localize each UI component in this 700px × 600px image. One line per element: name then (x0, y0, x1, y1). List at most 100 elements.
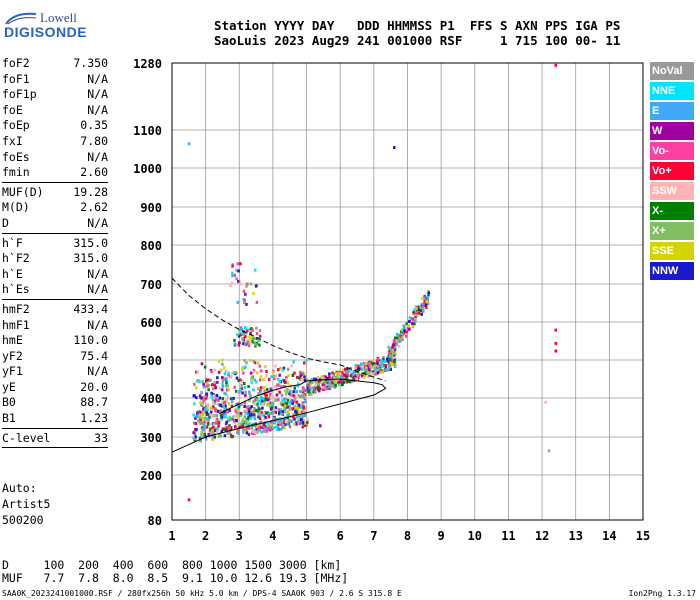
echo-point (244, 365, 247, 369)
echo-point (279, 401, 283, 405)
echo-point (300, 418, 303, 422)
echo-point (193, 432, 197, 435)
echo-point (297, 382, 300, 386)
echo-point (328, 375, 331, 379)
echo-point (261, 406, 264, 410)
echo-point (235, 277, 238, 281)
echo-point (241, 379, 244, 383)
echo-point (300, 410, 304, 414)
echo-point (381, 369, 384, 373)
echo-point (240, 383, 243, 387)
echo-point (204, 396, 208, 400)
param-separator (2, 427, 108, 429)
param-row-fxi: fxI 7.80 (2, 134, 108, 150)
echo-point (211, 428, 215, 432)
echo-point (290, 364, 293, 368)
echo-point (355, 377, 359, 381)
x-tick-label: 6 (337, 529, 344, 543)
echo-point (277, 398, 280, 402)
echo-point (270, 427, 273, 431)
echo-point (329, 385, 332, 389)
echo-point (420, 303, 423, 306)
echo-point (221, 379, 225, 383)
echo-point (296, 384, 300, 388)
echo-point (195, 396, 198, 400)
echo-point (324, 375, 328, 379)
echo-point (387, 366, 391, 370)
muf-distance-row: D 100 200 400 600 800 1000 1500 3000 [km… (2, 558, 342, 572)
echo-point (214, 386, 217, 390)
echo-point (214, 401, 217, 405)
echo-point (386, 357, 389, 361)
echo-point (415, 312, 419, 316)
echo-point (324, 379, 328, 383)
echo-point (288, 407, 291, 411)
echo-point (398, 336, 401, 340)
echo-point (293, 417, 296, 421)
echo-point (269, 411, 273, 415)
echo-point (356, 372, 360, 376)
x-tick-label: 10 (468, 529, 482, 543)
echo-point (262, 378, 265, 382)
echo-point (242, 371, 245, 375)
echo-point (242, 420, 245, 424)
y-tick-label: 1100 (133, 124, 162, 138)
param-separator (2, 447, 108, 449)
echo-point (380, 370, 383, 374)
echo-point (387, 363, 391, 367)
echo-point (245, 411, 248, 415)
echo-point (220, 430, 223, 434)
echo-point (338, 383, 341, 387)
echo-point (199, 438, 202, 442)
echo-point (270, 423, 273, 427)
echo-point (213, 381, 216, 385)
echo-point (268, 426, 271, 430)
echo-point (322, 386, 325, 390)
echo-point (290, 393, 293, 397)
echo-point (375, 359, 379, 363)
echo-point (282, 379, 286, 383)
param-row-b1: B1 1.23 (2, 411, 108, 427)
echo-point (389, 362, 393, 366)
echo-point (239, 388, 242, 392)
echo-point (242, 338, 245, 342)
echo-point (393, 360, 396, 364)
echo-point (261, 399, 264, 403)
echo-point (236, 390, 240, 394)
echo-point (257, 392, 260, 396)
echo-point (278, 410, 281, 414)
echo-point (253, 402, 257, 406)
echo-point (258, 399, 261, 403)
echo-point (209, 378, 212, 382)
param-value: 315.0 (73, 235, 108, 250)
echo-point (226, 410, 229, 414)
echo-point (274, 376, 278, 380)
echo-point (300, 378, 304, 382)
echo-point (269, 404, 273, 408)
echo-point (258, 378, 262, 382)
echo-point (258, 343, 261, 347)
x-tick-label: 12 (535, 529, 549, 543)
echo-point (214, 397, 218, 401)
echo-point (197, 410, 200, 413)
echo-point (195, 379, 199, 383)
echo-point (239, 326, 243, 330)
echo-point (237, 279, 240, 283)
echo-point (224, 392, 228, 396)
param-row-hme: hmE 110.0 (2, 333, 108, 349)
echo-point (286, 390, 289, 394)
param-row-foes: foEs N/A (2, 150, 108, 166)
echo-point (241, 365, 244, 369)
param-key: h`E (2, 266, 23, 281)
echo-point (263, 385, 266, 389)
station-header: Station YYYY DAY DDD HHMMSS P1 FFS S AXN… (214, 18, 620, 48)
echo-point (198, 394, 202, 398)
echo-point (257, 407, 261, 411)
echo-point (276, 425, 279, 429)
echo-point (230, 435, 233, 439)
echo-point (414, 319, 417, 323)
echo-point (207, 433, 210, 436)
echo-point (268, 428, 271, 432)
echo-point (259, 390, 262, 394)
echo-point (267, 415, 271, 419)
